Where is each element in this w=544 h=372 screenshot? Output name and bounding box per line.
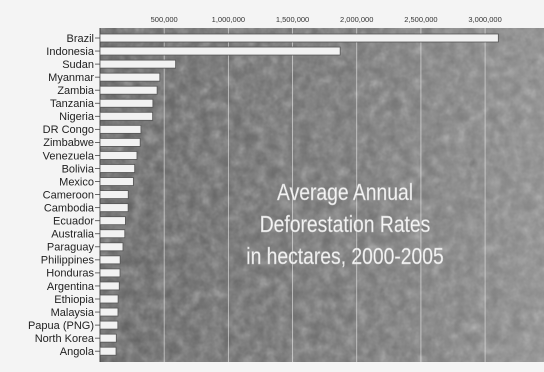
bar xyxy=(99,229,126,239)
bar xyxy=(99,151,138,160)
x-tick-label: 3,000,000 xyxy=(468,15,501,24)
bar xyxy=(99,33,499,43)
category-label: Sudan xyxy=(62,59,94,71)
bar xyxy=(99,177,134,186)
category-label: DR Congo xyxy=(43,124,94,136)
bar xyxy=(99,98,154,108)
category-label: Indonesia xyxy=(46,46,95,58)
bar xyxy=(99,190,129,200)
bar xyxy=(99,46,341,56)
category-label: Mexico xyxy=(59,176,94,188)
category-label: Honduras xyxy=(46,268,94,280)
category-label: Ecuador xyxy=(53,216,94,228)
bar xyxy=(99,72,161,82)
category-label: Angola xyxy=(60,346,95,358)
x-tick-label: 1,500,000 xyxy=(276,15,309,24)
chart-title-line: in hectares, 2000-2005 xyxy=(246,245,443,270)
bar xyxy=(99,320,119,330)
category-label: Tanzania xyxy=(50,98,95,110)
bar xyxy=(99,333,117,343)
category-label: Myanmar xyxy=(48,72,94,84)
category-label: Cameroon xyxy=(43,189,94,201)
bar xyxy=(99,203,129,213)
x-tick-label: 500,000 xyxy=(151,15,178,24)
category-label: Malaysia xyxy=(51,307,95,319)
bar xyxy=(99,216,126,226)
category-label: Philippines xyxy=(41,255,95,267)
category-label: Brazil xyxy=(66,33,94,45)
category-label: Nigeria xyxy=(59,111,95,123)
bar xyxy=(99,59,177,69)
category-label: Argentina xyxy=(47,281,95,293)
category-label: Venezuela xyxy=(43,150,95,162)
bar xyxy=(99,281,120,291)
category-label: Ethiopia xyxy=(54,294,95,306)
category-label: Zimbabwe xyxy=(43,137,94,149)
x-tick-label: 2,000,000 xyxy=(340,15,373,24)
forest-texture xyxy=(100,28,544,362)
category-label: Papua (PNG) xyxy=(28,320,94,332)
category-label: North Korea xyxy=(35,333,95,345)
bar xyxy=(99,85,158,95)
bar xyxy=(99,294,119,304)
bar xyxy=(99,111,154,121)
bar xyxy=(99,137,141,147)
bar xyxy=(99,242,124,252)
bar xyxy=(99,164,136,173)
chart-title-line: Deforestation Rates xyxy=(260,213,431,238)
category-label: Cambodia xyxy=(44,202,95,214)
bar xyxy=(99,307,119,317)
chart-title-line: Average Annual xyxy=(277,181,413,206)
category-label: Bolivia xyxy=(62,163,95,175)
bar xyxy=(99,255,121,265)
bar xyxy=(99,268,121,278)
category-label: Australia xyxy=(51,229,95,241)
bar xyxy=(99,124,142,134)
x-tick-label: 1,000,000 xyxy=(212,15,245,24)
bar xyxy=(99,346,117,356)
category-label: Paraguay xyxy=(47,242,95,254)
category-label: Zambia xyxy=(57,85,95,97)
x-tick-label: 2,500,000 xyxy=(404,15,437,24)
